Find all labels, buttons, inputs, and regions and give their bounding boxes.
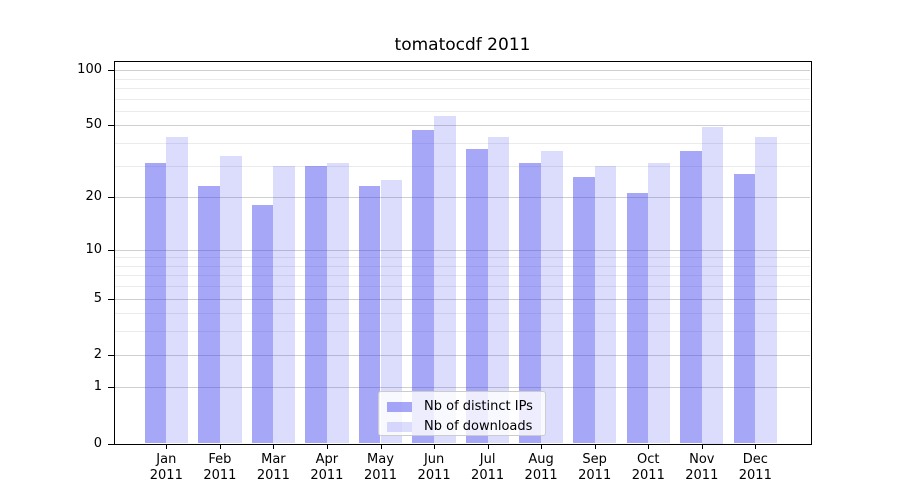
x-tick-label: Nov 2011 [685, 451, 719, 483]
bar-feb-distinct-ips [198, 186, 220, 444]
bar-jul-downloads [487, 137, 510, 444]
minor-gridline [115, 286, 810, 288]
x-tick-label: Mar 2011 [256, 451, 290, 483]
bar-may-downloads [380, 179, 403, 444]
bar-apr-distinct-ips [305, 165, 327, 444]
y-tick-label: 100 [77, 62, 102, 78]
chart-title: tomatocdf 2011 [394, 35, 531, 55]
bar-dec-distinct-ips [733, 173, 756, 444]
x-tick-label: May 2011 [363, 451, 398, 483]
x-tick-mark [541, 443, 543, 449]
bar-feb-downloads [219, 155, 242, 444]
minor-gridline [115, 78, 810, 80]
y-tick-label: 20 [85, 189, 102, 205]
x-tick-mark [326, 443, 328, 449]
bar-mar-downloads [273, 165, 296, 444]
bar-nov-downloads [701, 127, 724, 444]
x-tick-label: Dec 2011 [738, 451, 772, 483]
legend-swatch-distinct-ips [387, 402, 412, 412]
legend-label: Nb of downloads [424, 419, 533, 434]
bar-oct-downloads [648, 163, 670, 444]
minor-gridline [115, 257, 810, 259]
minor-gridline [115, 331, 810, 333]
y-tick-mark [108, 387, 114, 389]
y-tick-mark [108, 298, 114, 300]
minor-gridline [115, 265, 810, 267]
x-tick-label: Oct 2011 [631, 451, 665, 483]
x-tick-mark [166, 443, 168, 449]
y-tick-label: 2 [93, 346, 102, 362]
bar-may-distinct-ips [358, 186, 381, 444]
legend-swatch-downloads [387, 422, 412, 432]
y-tick-label: 10 [85, 241, 102, 257]
x-tick-mark [380, 443, 382, 449]
x-tick-mark [594, 443, 596, 449]
x-tick-mark [648, 443, 650, 449]
bar-jul-distinct-ips [465, 149, 488, 444]
y-tick-label: 5 [93, 290, 102, 306]
x-tick-label: Aug 2011 [524, 451, 558, 483]
x-tick-mark [755, 443, 757, 449]
x-tick-mark [434, 443, 436, 449]
minor-gridline [115, 98, 810, 100]
y-tick-label: 50 [85, 117, 102, 133]
legend: Nb of distinct IPs Nb of downloads [378, 391, 546, 436]
y-tick-label: 1 [93, 379, 102, 395]
legend-item: Nb of distinct IPs [387, 397, 545, 417]
major-gridline [115, 354, 810, 356]
y-tick-mark [108, 70, 114, 72]
x-tick-label: Jan 2011 [149, 451, 183, 483]
bar-aug-downloads [541, 151, 563, 444]
y-tick-mark [108, 249, 114, 251]
x-tick-mark [487, 443, 489, 449]
bar-jun-downloads [434, 116, 456, 444]
major-gridline [115, 70, 810, 72]
x-tick-label: Jun 2011 [417, 451, 451, 483]
x-tick-mark [219, 443, 221, 449]
minor-gridline [115, 275, 810, 277]
x-tick-label: Jul 2011 [471, 451, 505, 483]
y-tick-label: 0 [93, 435, 102, 451]
minor-gridline [115, 313, 810, 315]
x-tick-mark [701, 443, 703, 449]
bar-aug-distinct-ips [519, 163, 542, 444]
y-tick-mark [108, 354, 114, 356]
minor-gridline [115, 87, 810, 89]
bar-sep-downloads [594, 165, 617, 444]
legend-label: Nb of distinct IPs [424, 399, 533, 414]
x-tick-label: Apr 2011 [310, 451, 344, 483]
legend-item: Nb of downloads [387, 417, 545, 437]
minor-gridline [115, 110, 810, 112]
bar-jan-distinct-ips [144, 163, 167, 444]
major-gridline [115, 197, 810, 199]
bar-oct-distinct-ips [626, 193, 649, 444]
bar-jun-distinct-ips [412, 130, 435, 444]
x-tick-mark [273, 443, 275, 449]
minor-gridline [115, 165, 810, 167]
bar-apr-downloads [326, 163, 349, 444]
y-tick-mark [108, 443, 114, 445]
major-gridline [115, 387, 810, 389]
y-tick-mark [108, 125, 114, 127]
y-tick-mark [108, 197, 114, 199]
minor-gridline [115, 143, 810, 144]
bar-jan-downloads [166, 137, 188, 444]
x-tick-label: Sep 2011 [578, 451, 612, 483]
x-tick-label: Feb 2011 [203, 451, 237, 483]
major-gridline [115, 298, 810, 300]
bar-nov-distinct-ips [680, 151, 702, 444]
major-gridline [115, 249, 810, 251]
bar-mar-distinct-ips [251, 205, 274, 444]
major-gridline [115, 125, 810, 127]
bar-sep-distinct-ips [573, 176, 595, 444]
bar-dec-downloads [755, 137, 777, 444]
